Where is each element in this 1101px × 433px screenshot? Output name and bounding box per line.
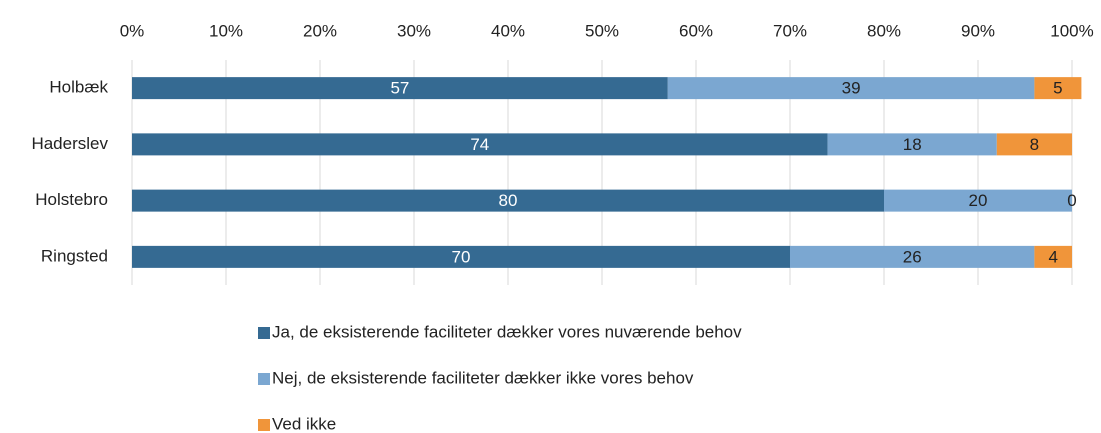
legend-label: Ja, de eksisterende faciliteter dækker v… — [272, 322, 742, 341]
legend-swatch — [258, 419, 270, 431]
y-tick-label: Holstebro — [35, 190, 108, 209]
bar-segment — [132, 245, 790, 268]
x-tick-label: 50% — [585, 21, 619, 40]
bar-segment — [667, 77, 1035, 100]
x-tick-label: 10% — [209, 21, 243, 40]
bar-segment — [827, 133, 997, 156]
data-label: 8 — [1030, 135, 1039, 154]
y-tick-label: Haderslev — [31, 134, 108, 153]
data-label: 20 — [969, 191, 988, 210]
data-label: 26 — [903, 247, 922, 266]
x-tick-label: 30% — [397, 21, 431, 40]
legend-swatch — [258, 327, 270, 339]
data-label: 0 — [1067, 191, 1076, 210]
y-tick-label: Holbæk — [49, 78, 108, 97]
data-label: 57 — [390, 79, 409, 98]
bar-segment — [132, 133, 828, 156]
legend-swatch — [258, 373, 270, 385]
x-tick-label: 60% — [679, 21, 713, 40]
data-label: 39 — [842, 79, 861, 98]
x-tick-label: 40% — [491, 21, 525, 40]
legend-label: Nej, de eksisterende faciliteter dækker … — [272, 368, 694, 387]
x-tick-label: 100% — [1050, 21, 1093, 40]
data-label: 80 — [499, 191, 518, 210]
bar-segment — [884, 189, 1072, 212]
bar-segment — [132, 189, 884, 212]
x-tick-label: 90% — [961, 21, 995, 40]
bar-segment — [1034, 245, 1072, 268]
bar-segment — [996, 133, 1072, 156]
x-tick-label: 0% — [120, 21, 145, 40]
data-label: 5 — [1053, 79, 1062, 98]
bar-segment — [1034, 77, 1082, 100]
bar-segment — [132, 77, 668, 100]
data-label: 18 — [903, 135, 922, 154]
data-label: 70 — [452, 247, 471, 266]
x-tick-label: 80% — [867, 21, 901, 40]
x-tick-label: 70% — [773, 21, 807, 40]
x-tick-label: 20% — [303, 21, 337, 40]
bar-segment — [790, 245, 1035, 268]
y-tick-label: Ringsted — [41, 246, 108, 265]
data-label: 74 — [470, 135, 489, 154]
legend-label: Ved ikke — [272, 414, 336, 433]
data-label: 4 — [1048, 247, 1057, 266]
